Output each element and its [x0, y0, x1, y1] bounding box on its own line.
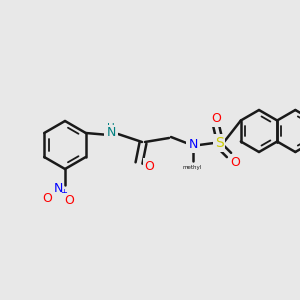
Text: N: N	[188, 139, 198, 152]
Text: O: O	[64, 194, 74, 208]
Text: O: O	[144, 160, 154, 172]
Text: N: N	[53, 182, 63, 194]
Text: methyl: methyl	[182, 164, 202, 169]
Text: S: S	[214, 136, 224, 150]
Text: O: O	[42, 193, 52, 206]
Text: H: H	[107, 123, 115, 133]
Text: N: N	[106, 127, 116, 140]
Text: O: O	[211, 112, 221, 125]
Text: +: +	[61, 188, 68, 197]
Text: O: O	[230, 155, 240, 169]
